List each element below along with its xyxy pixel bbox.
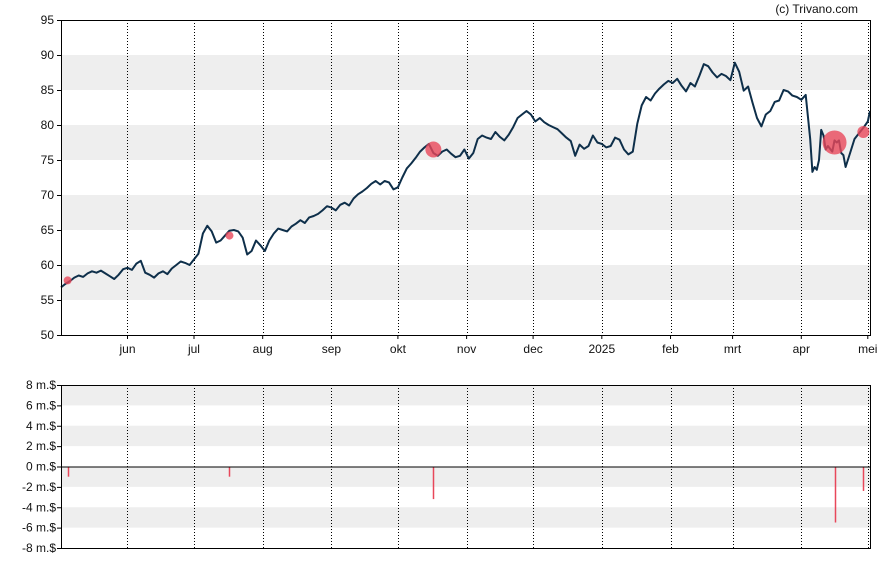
price-series-line [60, 61, 871, 289]
y-tick-label: 75 [41, 153, 55, 167]
y-tick-label: 50 [41, 328, 55, 342]
trade-marker [63, 276, 72, 285]
trade-marker [425, 141, 442, 158]
x-tick-label: jul [187, 342, 200, 356]
volume-tick-label: 4 m.$ [26, 419, 56, 433]
x-tick-label: mei [858, 342, 877, 356]
x-tick-label: okt [390, 342, 407, 356]
trade-marker [225, 231, 234, 240]
y-tick-label: 80 [41, 118, 55, 132]
volume-tick-label: 2 m.$ [26, 439, 56, 453]
y-tick-label: 70 [41, 188, 55, 202]
x-tick-label: 2025 [588, 342, 615, 356]
volume-band [61, 425, 870, 447]
trade-marker [822, 130, 847, 155]
y-tick-label: 95 [41, 13, 55, 27]
price-band [61, 265, 870, 300]
volume-tick-label: 0 m.$ [26, 460, 56, 474]
x-tick-label: aug [253, 342, 273, 356]
y-tick-label: 90 [41, 48, 55, 62]
volume-band [61, 466, 870, 487]
y-tick-label: 55 [41, 293, 55, 307]
volume-tick-label: -6 m.$ [22, 521, 56, 535]
volume-band [61, 385, 870, 406]
trade-marker [857, 126, 870, 138]
price-plot-frame [61, 20, 871, 336]
price-band [61, 195, 870, 230]
x-tick-label: sep [322, 342, 342, 356]
volume-tick-label: 6 m.$ [26, 398, 56, 412]
y-tick-label: 60 [41, 258, 55, 272]
volume-tick-label: -2 m.$ [22, 480, 56, 494]
volume-tick-label: -4 m.$ [22, 500, 56, 514]
volume-tick-label: -8 m.$ [22, 541, 56, 555]
price-band [61, 125, 870, 160]
y-tick-label: 65 [41, 223, 55, 237]
watermark-text: (c) Trivano.com [775, 2, 858, 16]
volume-band [61, 507, 870, 528]
x-tick-label: mrt [724, 342, 742, 356]
price-band [61, 55, 870, 90]
x-tick-label: apr [793, 342, 810, 356]
x-tick-label: dec [523, 342, 542, 356]
x-tick-label: jun [118, 342, 135, 356]
y-tick-label: 85 [41, 83, 55, 97]
x-tick-label: nov [457, 342, 476, 356]
x-tick-label: feb [662, 342, 679, 356]
volume-tick-label: 8 m.$ [26, 378, 56, 392]
